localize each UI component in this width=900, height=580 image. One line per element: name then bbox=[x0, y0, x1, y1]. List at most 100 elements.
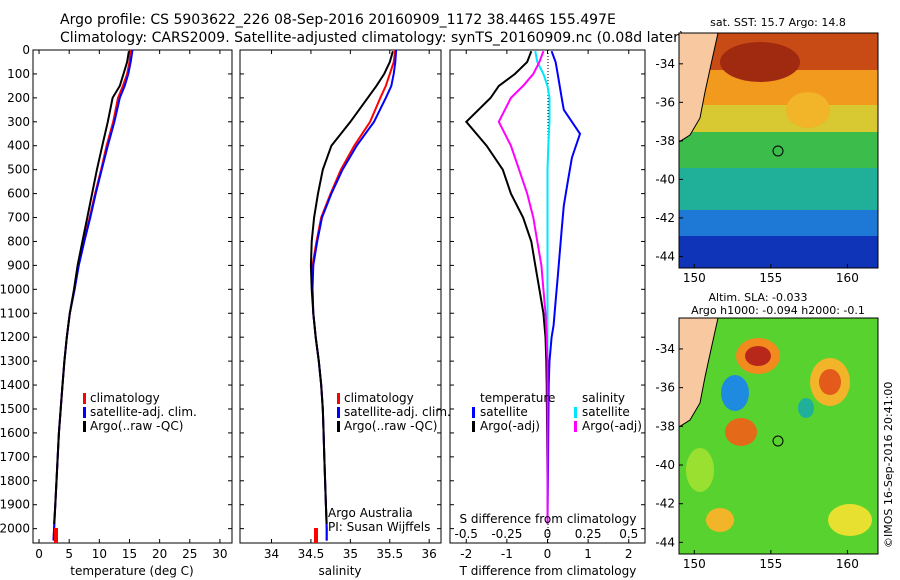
depth-tick-label: 300 bbox=[7, 115, 30, 129]
legend-t-argo: Argo(-adj) bbox=[480, 419, 540, 433]
depth-tick-label: 1300 bbox=[0, 354, 30, 368]
sst-map-axes: 150 155 160 -34 -36 -38 -40 -42 -44 bbox=[655, 57, 858, 285]
sst-argo-position-marker bbox=[772, 145, 784, 157]
s-tick-label: -0.25 bbox=[491, 527, 522, 541]
x-tick-label: 0 bbox=[35, 547, 43, 561]
salinity-axis: 34 34.5 35 35.5 36 bbox=[264, 50, 437, 561]
salinity-series bbox=[309, 49, 398, 543]
s-tick-label: -0.5 bbox=[455, 527, 478, 541]
difference-legend: temperature satellite Argo(-adj) salinit… bbox=[472, 391, 642, 433]
legend-t-satellite: satellite bbox=[480, 405, 528, 419]
depth-tick-label: 1500 bbox=[0, 402, 30, 416]
salinity-panel: 34 34.5 35 35.5 36 salinity climatology sate… bbox=[239, 49, 451, 578]
salinity-plot-frame bbox=[239, 49, 442, 544]
series-line bbox=[53, 51, 130, 524]
legend-argo-swatch bbox=[337, 421, 340, 432]
depth-tick-label: 1400 bbox=[0, 378, 30, 392]
x-tick-label: 30 bbox=[212, 547, 227, 561]
sst-yellow-band bbox=[679, 105, 878, 135]
x-tick-label: 20 bbox=[152, 547, 167, 561]
legend-temperature-heading: temperature bbox=[480, 391, 555, 405]
depth-tick-label: 800 bbox=[7, 234, 30, 248]
map-x-tick-label: 150 bbox=[683, 271, 706, 285]
legend-satellite: satellite-adj. clim. bbox=[344, 405, 451, 419]
depth-tick-label: 1000 bbox=[0, 282, 30, 296]
salinity-depth-ticks bbox=[240, 49, 441, 530]
legend-climatology-swatch bbox=[83, 393, 86, 404]
sla-argo-position-marker bbox=[772, 435, 784, 447]
difference-panel: -2 -1 0 1 2 -0.5 -0.25 0 0.25 0.5 S difference f… bbox=[449, 49, 646, 578]
x-tick-label: 1 bbox=[584, 547, 592, 561]
t-difference-label: T difference from climatology bbox=[459, 564, 637, 578]
profile-end-marker bbox=[54, 528, 58, 543]
temperature-plot-frame bbox=[32, 49, 233, 544]
sst-map: sat. SST: 15.7 Argo: 14.8 150 155 160 -34 -3… bbox=[655, 16, 879, 285]
legend-s-satellite-swatch bbox=[574, 407, 577, 418]
temperature-axis: 0 5 10 15 20 25 30 bbox=[35, 50, 228, 561]
temperature-series bbox=[52, 49, 134, 543]
sst-eddy bbox=[786, 92, 830, 128]
sla-map-frame bbox=[678, 317, 879, 555]
s-difference-label: S difference from climatology bbox=[460, 512, 637, 526]
map-y-tick-label: -36 bbox=[655, 95, 675, 109]
depth-axis: 0 100 200 300 400 500 600 700 800 900 1000 1100 1200… bbox=[0, 43, 232, 536]
map-y-tick-label: -38 bbox=[655, 134, 675, 148]
legend-salinity-heading: salinity bbox=[582, 391, 625, 405]
sla-map-axes: 150 155 160 -34 -36 -38 -40 -42 -44 bbox=[655, 342, 858, 571]
difference-series bbox=[464, 50, 582, 524]
legend-satellite: satellite-adj. clim. bbox=[90, 405, 197, 419]
sst-map-field bbox=[679, 33, 878, 268]
temperature-panel: 0100200300400500600700800900100011001200… bbox=[0, 43, 233, 578]
depth-tick-label: 1700 bbox=[0, 450, 30, 464]
series-line bbox=[497, 50, 549, 524]
series-line bbox=[309, 50, 394, 524]
sst-green-band bbox=[679, 132, 878, 172]
x-tick-label: 35 bbox=[343, 547, 358, 561]
legend-argo: Argo(..raw -QC) bbox=[344, 419, 437, 433]
depth-tick-label: 200 bbox=[7, 91, 30, 105]
map-x-tick-label: 160 bbox=[836, 271, 859, 285]
sla-eddy-southeast bbox=[828, 504, 872, 536]
x-tick-label: 34 bbox=[264, 547, 279, 561]
sst-teal-band bbox=[679, 168, 878, 213]
legend-climatology: climatology bbox=[90, 391, 160, 405]
legend-satellite-swatch bbox=[83, 407, 86, 418]
sst-blue-band bbox=[679, 210, 878, 240]
legend-satellite-swatch bbox=[337, 407, 340, 418]
depth-tick-label: 100 bbox=[7, 67, 30, 81]
depth-tick-label: 1900 bbox=[0, 498, 30, 512]
depth-tick-label: 1100 bbox=[0, 306, 30, 320]
temperature-xlabel: temperature (deg C) bbox=[70, 564, 193, 578]
map-y-tick-label: -44 bbox=[655, 535, 675, 549]
legend-s-argo-swatch bbox=[574, 421, 577, 432]
series-line bbox=[546, 50, 582, 524]
header-line-2: Climatology: CARS2009. Satellite-adjuste… bbox=[60, 30, 684, 46]
sla-map: Altim. SLA: -0.033 Argo h1000: -0.094 h2… bbox=[655, 291, 879, 571]
sla-eddy-southwest bbox=[706, 508, 734, 532]
sla-map-title: Altim. SLA: -0.033 bbox=[708, 291, 807, 304]
map-y-tick-label: -42 bbox=[655, 211, 675, 225]
difference-depth-ticks bbox=[450, 49, 645, 530]
x-tick-label: 15 bbox=[122, 547, 137, 561]
t-difference-axis: -2 -1 0 1 2 bbox=[460, 50, 633, 561]
x-tick-label: 35.5 bbox=[376, 547, 403, 561]
s-tick-label: 0.5 bbox=[619, 527, 638, 541]
legend-t-argo-swatch bbox=[472, 421, 475, 432]
argo-australia-label: Argo Australia bbox=[328, 506, 413, 520]
sla-map-subtitle: Argo h1000: -0.094 h2000: -0.1 bbox=[691, 304, 865, 317]
map-y-tick-label: -34 bbox=[655, 57, 675, 71]
map-x-tick-label: 160 bbox=[836, 557, 859, 571]
depth-tick-label: 1200 bbox=[0, 330, 30, 344]
map-y-tick-label: -44 bbox=[655, 249, 675, 263]
sla-map-field bbox=[679, 318, 878, 554]
sla-small-negative-eddy bbox=[798, 398, 814, 418]
sst-map-title: sat. SST: 15.7 Argo: 14.8 bbox=[710, 16, 846, 29]
sla-eddy-south bbox=[725, 418, 757, 446]
map-y-tick-label: -40 bbox=[655, 172, 675, 186]
x-tick-label: 25 bbox=[182, 547, 197, 561]
map-x-tick-label: 150 bbox=[683, 557, 706, 571]
imos-credit: ©IMOS 16-Sep-2016 20:41:00 bbox=[882, 382, 895, 548]
salinity-xlabel: salinity bbox=[318, 564, 361, 578]
map-y-tick-label: -40 bbox=[655, 458, 675, 472]
